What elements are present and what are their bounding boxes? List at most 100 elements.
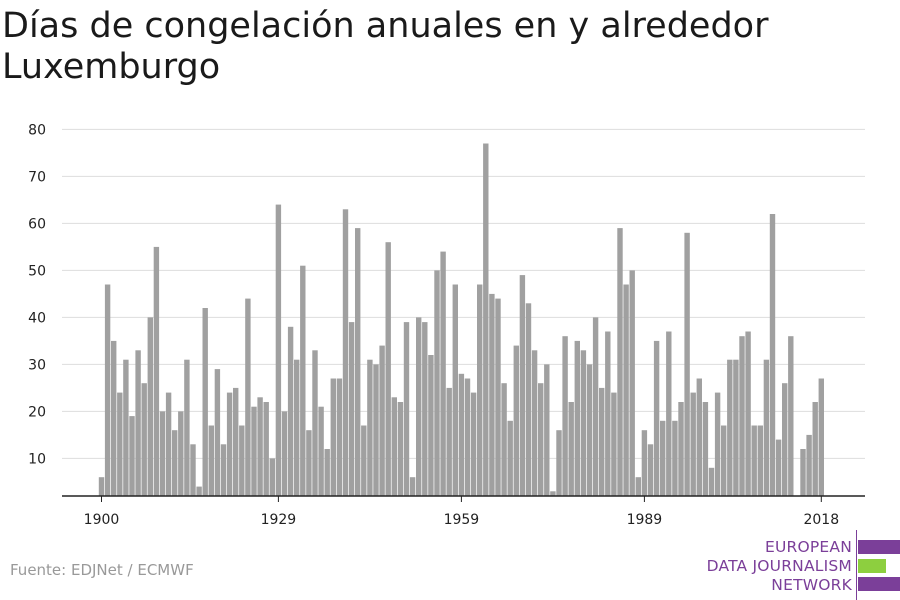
bar-1917: [202, 308, 208, 496]
bar-1932: [294, 359, 300, 496]
y-tick-label: 40: [28, 310, 46, 326]
bar-1998: [696, 378, 702, 496]
bar-1995: [678, 402, 684, 496]
bar-1936: [318, 406, 324, 496]
bar-1912: [172, 430, 178, 496]
bar-1929: [275, 204, 282, 496]
y-tick-label: 30: [28, 357, 46, 373]
x-tick-label: 1989: [627, 512, 663, 528]
bar-1942: [355, 228, 361, 496]
bar-1919: [214, 369, 221, 496]
bar-1927: [263, 402, 269, 496]
bar-1983: [605, 331, 611, 496]
bar-1941: [348, 322, 355, 496]
logo-text-line3: NETWORK: [771, 576, 852, 594]
bar-1974: [550, 491, 556, 496]
bar-2016: [806, 434, 812, 496]
bar-1965: [495, 298, 501, 496]
bar-1969: [519, 275, 526, 496]
bar-1971: [531, 350, 538, 496]
bar-1901: [104, 284, 111, 496]
bar-1981: [592, 317, 599, 496]
bar-1908: [147, 317, 153, 496]
bar-1926: [257, 397, 263, 496]
logo-bar-green: [858, 559, 886, 573]
bar-1952: [416, 317, 422, 496]
bar-1988: [635, 477, 641, 496]
bar-1978: [574, 340, 580, 496]
bar-1921: [226, 392, 233, 496]
bar-1961: [470, 392, 477, 496]
bar-1975: [556, 430, 562, 496]
bar-1959: [458, 373, 465, 496]
bar-2013: [788, 336, 794, 496]
bar-1951: [409, 477, 416, 496]
bar-2018: [818, 378, 824, 496]
bar-1924: [245, 298, 251, 496]
bar-1903: [117, 392, 123, 496]
bar-1922: [233, 387, 239, 496]
bar-1973: [544, 364, 550, 496]
bar-2001: [714, 392, 721, 496]
bar-2000: [708, 467, 715, 496]
bar-1904: [123, 359, 129, 496]
bar-1953: [422, 322, 428, 496]
bar-1923: [239, 425, 245, 496]
x-axis-ticks: 1900 1929 1959 1989 2018: [84, 496, 839, 528]
bar-1992: [660, 420, 666, 496]
bar-2011: [775, 439, 782, 496]
bar-1938: [330, 378, 336, 496]
bar-1930: [281, 411, 288, 496]
bar-1934: [306, 430, 312, 496]
bar-2002: [721, 425, 727, 496]
bar-1935: [312, 350, 318, 496]
bar-1980: [586, 364, 593, 496]
bar-1928: [269, 458, 275, 496]
bar-1960: [464, 378, 471, 496]
bar-2017: [812, 402, 818, 496]
bar-1920: [220, 444, 227, 496]
x-tick-label: 1900: [84, 512, 120, 528]
bar-1970: [525, 303, 532, 496]
bar-1911: [165, 392, 172, 496]
bar-1964: [489, 293, 495, 496]
bar-1945: [373, 364, 379, 496]
bar-2015: [800, 449, 806, 496]
bar-1913: [178, 411, 184, 496]
bar-1996: [684, 232, 690, 497]
bar-1979: [580, 350, 587, 496]
bar-1906: [135, 350, 141, 496]
bar-1999: [702, 402, 709, 496]
bar-1968: [513, 345, 519, 496]
bar-1949: [397, 402, 404, 496]
bars: [98, 143, 824, 497]
bar-1956: [440, 251, 446, 496]
bar-1958: [452, 284, 458, 496]
bar-1905: [129, 416, 135, 496]
bar-1931: [287, 326, 294, 496]
bar-1955: [434, 270, 440, 496]
chart-title: Días de congelación anuales en y alreded…: [2, 6, 769, 87]
bar-1985: [617, 228, 623, 496]
bar-1962: [477, 284, 483, 496]
logo-text-line2: DATA JOURNALISM: [706, 557, 852, 575]
bar-1976: [562, 336, 568, 496]
bar-1902: [111, 340, 117, 496]
bar-1940: [342, 209, 349, 497]
bar-1909: [153, 246, 160, 496]
bar-1937: [324, 449, 330, 496]
bar-1986: [623, 284, 629, 496]
x-tick-label: 2018: [803, 512, 839, 528]
bar-1982: [599, 387, 605, 496]
y-tick-label: 80: [28, 122, 46, 138]
logo-text-line1: EUROPEAN: [764, 538, 852, 556]
bar-2003: [727, 359, 733, 496]
bar-2004: [733, 359, 739, 496]
bar-1997: [690, 392, 696, 496]
bar-1977: [568, 402, 574, 496]
bar-2006: [745, 331, 751, 496]
bar-1915: [190, 444, 196, 496]
bar-1947: [385, 242, 391, 496]
bar-1939: [336, 378, 343, 496]
